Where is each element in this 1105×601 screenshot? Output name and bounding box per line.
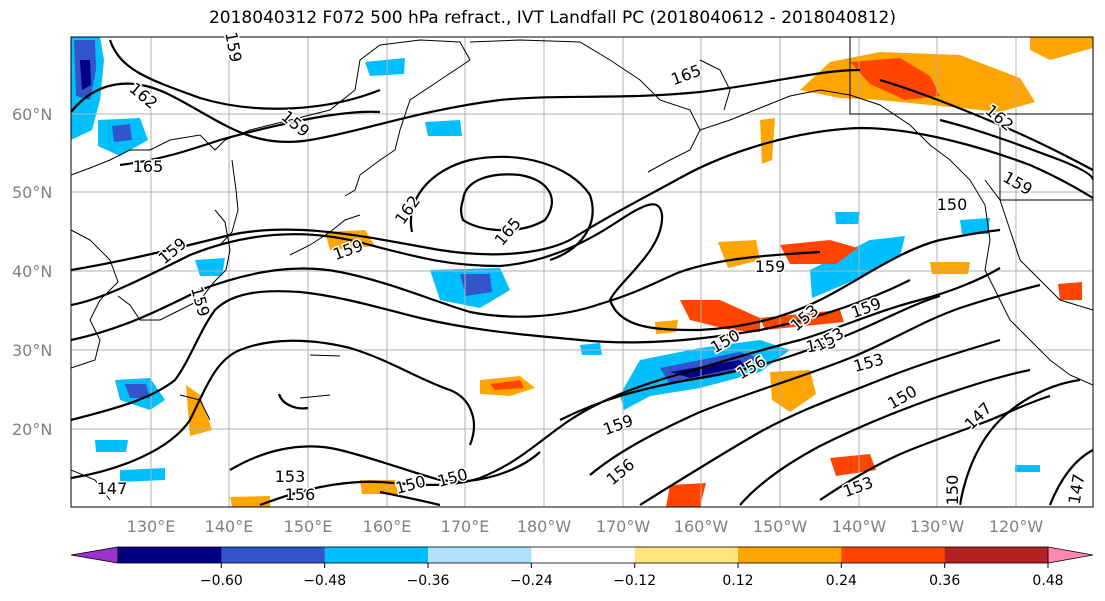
colorbar: −0.60 −0.48 −0.36 −0.24 −0.12 0.12 0.24 0.36 0.4… xyxy=(70,546,1094,589)
contour-label: 150 xyxy=(943,475,962,506)
negative-anomaly-area xyxy=(580,343,602,355)
negative-anomaly-area xyxy=(80,60,91,90)
positive-anomaly-area xyxy=(680,300,760,332)
positive-anomaly-area xyxy=(230,496,270,507)
positive-anomaly-area xyxy=(770,370,816,412)
lon-label: 160°E xyxy=(363,517,412,536)
colorbar-tick-label: −0.12 xyxy=(613,573,656,589)
negative-anomaly-area xyxy=(112,124,132,142)
latitude-labels: 60°N 50°N 40°N 30°N 20°N xyxy=(12,105,52,439)
colorbar-tick-label: 0.12 xyxy=(722,573,753,589)
contour-label: 159 xyxy=(755,257,786,276)
negative-anomaly-area xyxy=(365,58,405,76)
colorbar-segment xyxy=(428,547,532,563)
positive-anomaly-area xyxy=(1030,37,1093,60)
lon-label: 180°W xyxy=(517,517,572,536)
contour-label: 147 xyxy=(97,479,128,498)
colorbar-segment xyxy=(944,547,1049,563)
positive-anomaly-area xyxy=(760,118,775,164)
colorbar-tick-label: 0.48 xyxy=(1032,573,1063,589)
negative-anomaly-area xyxy=(460,274,492,296)
lat-label: 50°N xyxy=(12,183,52,202)
lon-label: 120°W xyxy=(989,517,1044,536)
colorbar-tick-label: −0.36 xyxy=(407,573,450,589)
colorbar-segment xyxy=(221,547,326,563)
contour-label: 156 xyxy=(285,485,316,504)
lon-label: 140°W xyxy=(832,517,887,536)
negative-anomaly-area xyxy=(95,440,128,452)
map-title: 2018040312 F072 500 hPa refract., IVT La… xyxy=(208,8,896,28)
colorbar-segment xyxy=(118,547,222,563)
lon-label: 130°W xyxy=(910,517,965,536)
negative-anomaly-area xyxy=(120,468,165,482)
negative-anomaly-area xyxy=(835,212,860,224)
contour-label: 150 xyxy=(937,195,968,214)
lon-label: 150°E xyxy=(284,517,333,536)
colorbar-segment xyxy=(531,547,636,563)
positive-anomaly-area xyxy=(655,320,678,334)
colorbar-tick-label: 0.24 xyxy=(826,573,857,589)
colorbar-tick-label: −0.60 xyxy=(200,573,243,589)
colorbar-arrow-left xyxy=(70,546,119,564)
negative-anomaly-area xyxy=(425,120,462,136)
lon-label: 170°E xyxy=(441,517,490,536)
positive-anomaly-area xyxy=(1058,282,1082,300)
colorbar-segment xyxy=(634,547,739,563)
lon-label: 140°E xyxy=(205,517,254,536)
negative-anomaly-area xyxy=(195,258,225,276)
longitude-labels: 130°E 140°E 150°E 160°E 170°E 180°W 170°… xyxy=(127,517,1044,536)
negative-anomaly-area xyxy=(810,236,905,298)
colorbar-tick-label: 0.36 xyxy=(929,573,960,589)
colorbar-segment xyxy=(738,547,842,563)
colorbar-segment xyxy=(841,547,946,563)
negative-anomaly-area xyxy=(960,218,990,234)
map-frame xyxy=(70,36,1094,508)
negative-anomaly-area xyxy=(670,360,745,378)
colorbar-border xyxy=(117,546,1049,564)
lon-label: 160°W xyxy=(674,517,729,536)
positive-anomaly-area xyxy=(490,380,524,390)
negative-anomaly-area xyxy=(125,384,150,398)
coastlines xyxy=(71,37,1093,501)
contour-label: 153 xyxy=(275,467,306,486)
lon-label: 170°W xyxy=(596,517,651,536)
positive-anomaly-area xyxy=(850,58,940,100)
lat-label: 20°N xyxy=(12,420,52,439)
lon-label: 130°E xyxy=(127,517,176,536)
colorbar-tick-label: −0.24 xyxy=(510,573,553,589)
lon-label: 150°W xyxy=(753,517,808,536)
colorbar-tick-label: −0.48 xyxy=(303,573,346,589)
positive-anomaly-area xyxy=(830,454,876,476)
negative-anomaly-area xyxy=(1015,465,1040,472)
shading-layer xyxy=(71,37,1093,507)
lat-label: 60°N xyxy=(12,105,52,124)
positive-anomaly-area xyxy=(666,483,706,507)
lat-label: 40°N xyxy=(12,262,52,281)
lat-label: 30°N xyxy=(12,341,52,360)
contours xyxy=(71,39,1093,507)
positive-anomaly-area xyxy=(930,262,970,274)
colorbar-segment xyxy=(324,547,429,563)
colorbar-arrow-right xyxy=(1047,546,1094,564)
contour-label: 165 xyxy=(133,157,164,176)
